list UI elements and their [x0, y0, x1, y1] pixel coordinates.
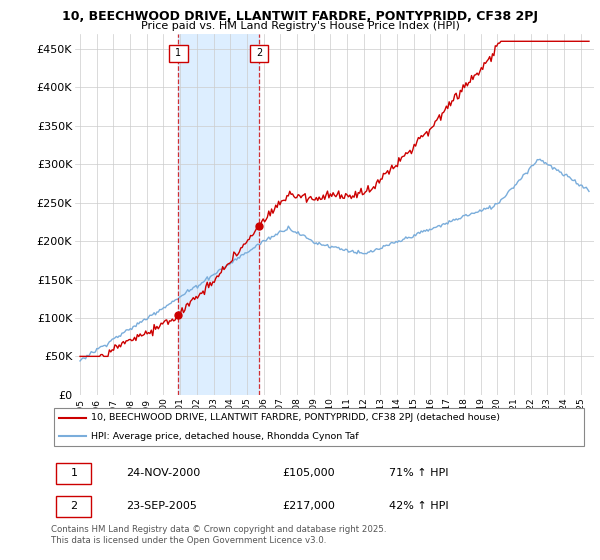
Text: 10, BEECHWOOD DRIVE, LLANTWIT FARDRE, PONTYPRIDD, CF38 2PJ (detached house): 10, BEECHWOOD DRIVE, LLANTWIT FARDRE, PO… — [91, 413, 500, 422]
Text: Price paid vs. HM Land Registry's House Price Index (HPI): Price paid vs. HM Land Registry's House … — [140, 21, 460, 31]
Text: 10, BEECHWOOD DRIVE, LLANTWIT FARDRE, PONTYPRIDD, CF38 2PJ: 10, BEECHWOOD DRIVE, LLANTWIT FARDRE, PO… — [62, 10, 538, 22]
Bar — [250, 45, 268, 62]
Text: 23-SEP-2005: 23-SEP-2005 — [126, 501, 197, 511]
Text: 2: 2 — [256, 49, 262, 58]
FancyBboxPatch shape — [56, 463, 91, 484]
Text: 2: 2 — [71, 501, 77, 511]
FancyBboxPatch shape — [53, 408, 584, 446]
FancyBboxPatch shape — [56, 496, 91, 516]
Text: 71% ↑ HPI: 71% ↑ HPI — [389, 468, 449, 478]
Text: £217,000: £217,000 — [282, 501, 335, 511]
Text: 1: 1 — [71, 468, 77, 478]
Text: HPI: Average price, detached house, Rhondda Cynon Taf: HPI: Average price, detached house, Rhon… — [91, 432, 359, 441]
Bar — [169, 45, 188, 62]
Text: 42% ↑ HPI: 42% ↑ HPI — [389, 501, 449, 511]
Bar — [178, 34, 259, 395]
Text: 24-NOV-2000: 24-NOV-2000 — [126, 468, 200, 478]
Text: 1: 1 — [175, 49, 182, 58]
Text: £105,000: £105,000 — [282, 468, 335, 478]
Text: Contains HM Land Registry data © Crown copyright and database right 2025.
This d: Contains HM Land Registry data © Crown c… — [51, 525, 386, 545]
